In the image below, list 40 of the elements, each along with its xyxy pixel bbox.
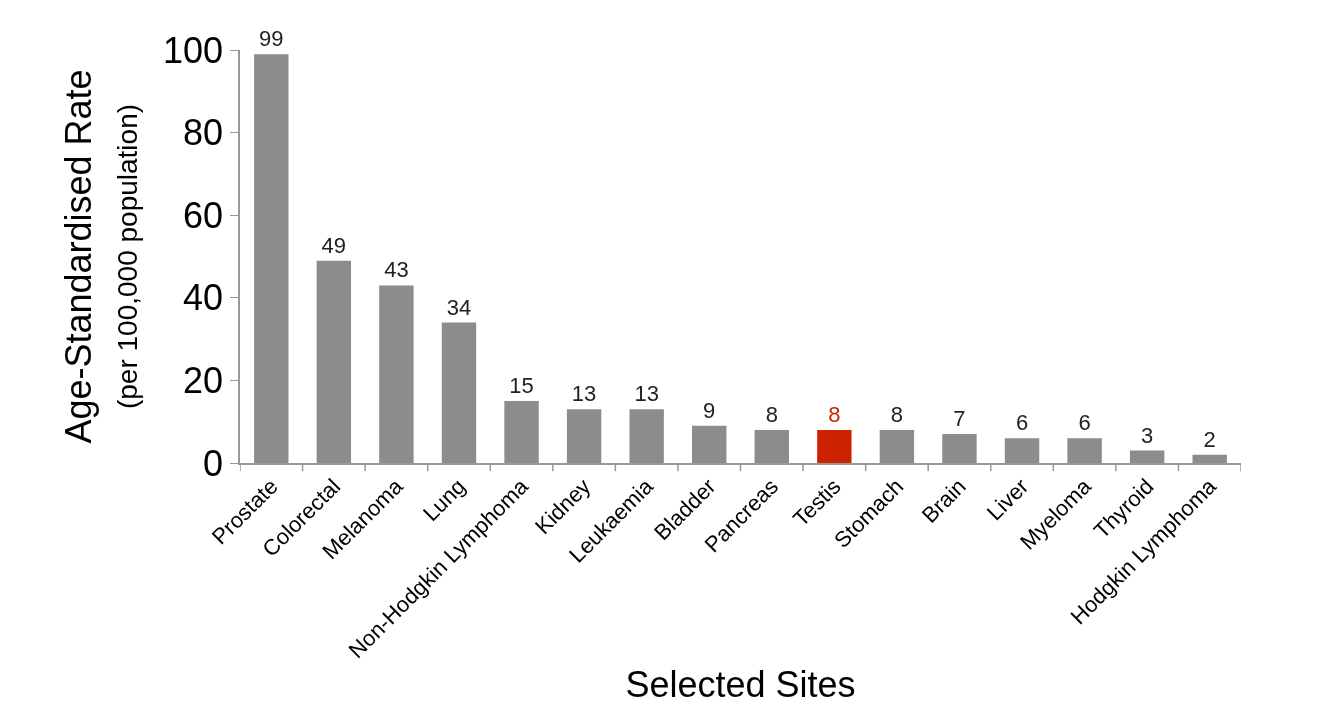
data-label: 13 [571, 381, 597, 407]
data-label: 13 [634, 381, 659, 407]
data-label: 8 [890, 401, 904, 427]
data-label: 99 [259, 26, 284, 52]
x-axis-title: Selected Sites [625, 664, 856, 706]
bar [254, 54, 289, 463]
bar [879, 429, 915, 463]
bar [504, 401, 539, 463]
bar [379, 285, 414, 463]
bar [942, 434, 977, 463]
data-label: 6 [1015, 410, 1029, 436]
data-label: 34 [446, 294, 472, 320]
bar [754, 429, 789, 463]
data-label: 8 [765, 401, 778, 427]
y-tick-label: 0 [203, 442, 224, 484]
y-tick-label: 40 [183, 277, 224, 319]
y-tick-label: 100 [162, 29, 224, 71]
data-label: 8 [828, 401, 841, 427]
bar [817, 429, 852, 463]
bar [692, 425, 727, 463]
data-label: 15 [509, 373, 534, 399]
data-label: 6 [1078, 410, 1091, 436]
data-label: 2 [1203, 426, 1216, 452]
bar [316, 260, 352, 463]
data-label: 43 [384, 257, 409, 283]
bar [1129, 450, 1165, 463]
data-label: 49 [321, 232, 347, 258]
bar [441, 322, 477, 463]
y-axis-title: Age-Standardised Rate (per 100,000 population) [57, 69, 144, 444]
y-tick-label: 80 [183, 112, 224, 154]
data-label: 9 [703, 397, 716, 423]
y-tick-label: 20 [183, 360, 224, 401]
bar [566, 409, 602, 463]
y-tick-label: 60 [183, 194, 224, 236]
data-label: 3 [1141, 422, 1154, 448]
bar [1192, 454, 1227, 463]
data-label: 7 [953, 406, 966, 432]
bar [1067, 438, 1102, 463]
bar [1004, 438, 1040, 463]
bar [629, 409, 664, 463]
